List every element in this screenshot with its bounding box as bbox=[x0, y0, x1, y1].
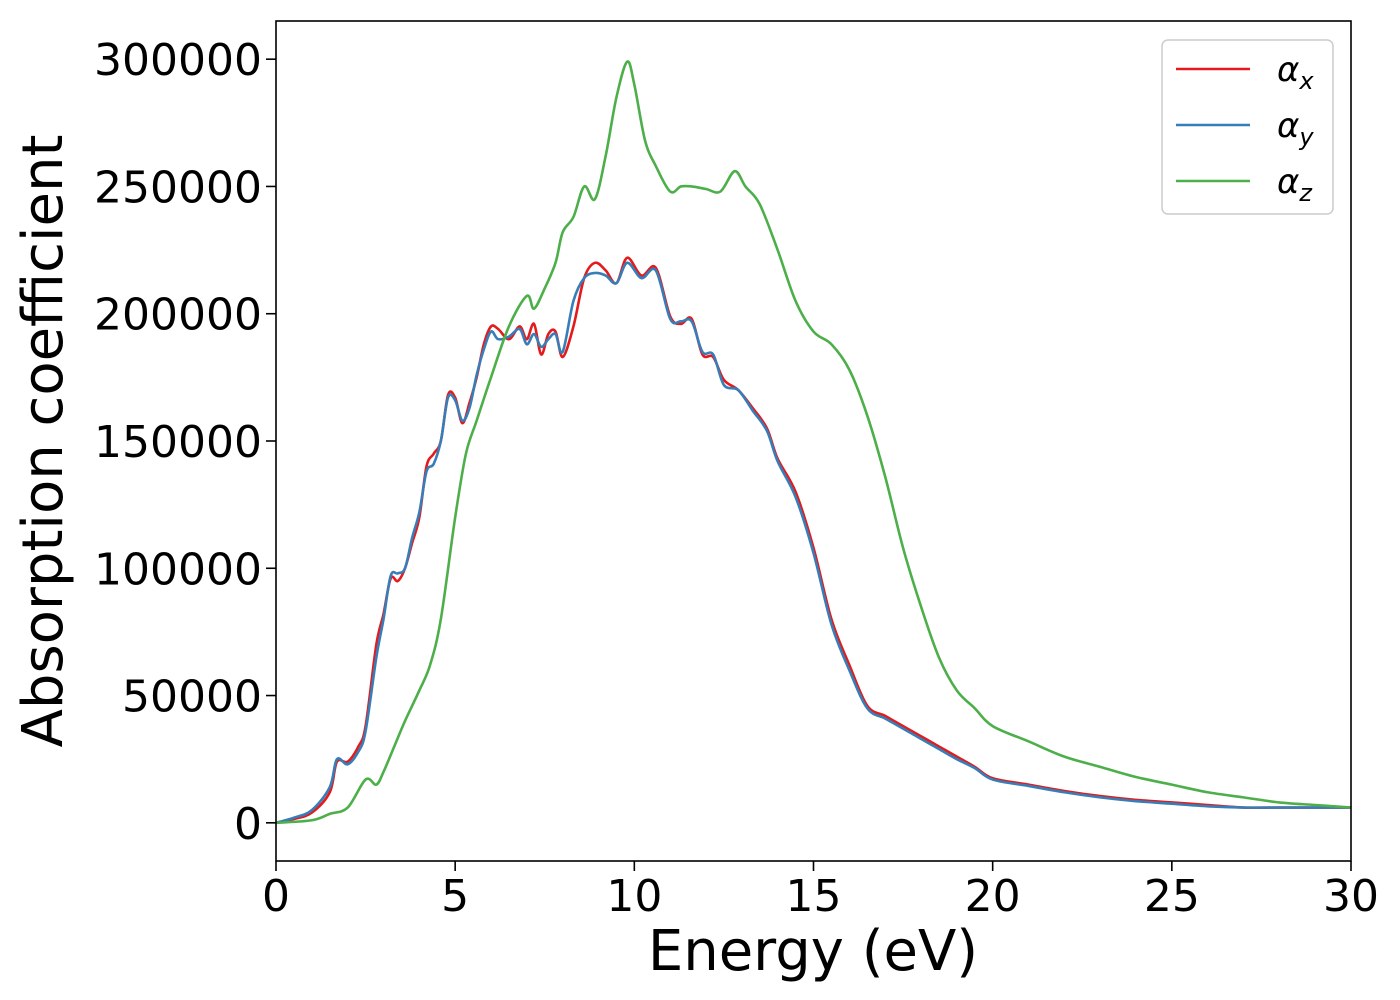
x-axis: 0 5 10 15 20 25 30 bbox=[262, 861, 1379, 922]
series-line-z bbox=[276, 60, 1351, 825]
plot-area bbox=[276, 60, 1351, 825]
y-axis-title: Absorption coefficient bbox=[11, 135, 76, 748]
x-tick-label: 30 bbox=[1323, 871, 1379, 922]
x-tick-label: 0 bbox=[262, 871, 290, 922]
x-tick-label: 20 bbox=[965, 871, 1021, 922]
x-tick-label: 15 bbox=[786, 871, 842, 922]
y-tick-label: 150000 bbox=[94, 417, 262, 468]
x-tick-label: 25 bbox=[1144, 871, 1200, 922]
x-axis-title: Energy (eV) bbox=[648, 919, 978, 984]
y-tick-label: 250000 bbox=[94, 162, 262, 213]
series-layer bbox=[276, 60, 1351, 825]
y-axis: 0 50000 100000 150000 200000 250000 300000 bbox=[94, 35, 276, 850]
legend-label-x: αx bbox=[1277, 50, 1314, 95]
y-tick-label: 300000 bbox=[94, 35, 262, 86]
y-tick-label: 50000 bbox=[122, 672, 262, 723]
y-tick-label: 0 bbox=[234, 799, 262, 850]
y-tick-label: 100000 bbox=[94, 544, 262, 595]
legend-frame bbox=[1161, 39, 1334, 215]
series-line-y bbox=[276, 261, 1351, 825]
y-tick-label: 200000 bbox=[94, 290, 262, 341]
legend-label-z: αz bbox=[1277, 162, 1313, 207]
x-tick-label: 10 bbox=[606, 871, 662, 922]
x-tick-label: 5 bbox=[441, 871, 469, 922]
legend: αx αy αz bbox=[1161, 39, 1334, 215]
series-line-x bbox=[276, 256, 1351, 825]
legend-label-y: αy bbox=[1277, 106, 1314, 151]
